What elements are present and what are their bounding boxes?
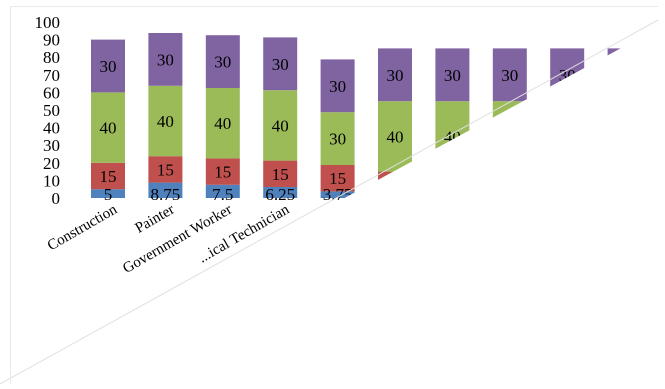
segment-label: 40 (100, 119, 117, 138)
bar-segment (91, 39, 125, 93)
bar-segment (91, 189, 125, 198)
segment-label: 40 (157, 112, 174, 131)
bar-segment (263, 37, 298, 91)
y-tick-label: 80 (43, 48, 60, 67)
bar-segment (148, 156, 183, 183)
y-tick-label: 70 (43, 66, 60, 85)
y-tick-label: 100 (35, 13, 61, 32)
y-tick-label: 10 (43, 171, 60, 190)
segment-label: 15 (329, 169, 346, 188)
bar-segment (378, 48, 412, 102)
segment-label: 30 (157, 50, 174, 69)
y-tick-label: 30 (43, 136, 60, 155)
bar-segment (148, 33, 183, 86)
category-label: Construction (45, 201, 121, 254)
segment-label: 30 (272, 55, 289, 74)
y-tick-label: 0 (52, 189, 61, 208)
segment-label: 30 (329, 77, 346, 96)
segment-label: 8.75 (151, 185, 181, 204)
segment-label: 15 (100, 167, 117, 186)
bar-segment (263, 187, 298, 198)
segment-label: 30 (444, 66, 461, 85)
segment-label: 15 (157, 160, 174, 179)
segment-label: 15 (272, 165, 289, 184)
segment-label: 7.5 (212, 185, 233, 204)
segment-label: 40 (387, 127, 404, 146)
bar-segment (492, 48, 527, 102)
y-tick-label: 20 (43, 154, 60, 173)
y-tick-label: 60 (43, 83, 60, 102)
segment-label: 30 (100, 57, 117, 76)
bar-segment (205, 184, 240, 198)
bar-segment (320, 191, 355, 198)
segment-label: 15 (214, 163, 231, 182)
bar-segment (205, 35, 240, 88)
diagonal-edge-line (0, 19, 659, 385)
bar-segment (263, 160, 298, 187)
segment-label: 6.25 (265, 185, 295, 204)
y-tick-label: 50 (43, 101, 60, 120)
bar-segment (91, 162, 125, 190)
segment-label: 30 (214, 53, 231, 72)
bar-segment (378, 101, 412, 172)
bar-segment (205, 88, 240, 159)
segment-label: 40 (214, 114, 231, 133)
segment-label: 30 (501, 66, 518, 85)
segment-label: 40 (272, 116, 289, 135)
category-label: Painter (133, 202, 178, 237)
bar-segment (320, 59, 355, 113)
bar-segment (263, 90, 298, 161)
segment-label: 30 (387, 66, 404, 85)
bar-segment (320, 165, 355, 192)
bar-segment (205, 158, 240, 185)
bar-segment (148, 85, 183, 157)
segment-label: 30 (329, 130, 346, 149)
bar-segment (148, 182, 183, 198)
bar-segment (435, 48, 470, 102)
bar-segment (320, 112, 355, 165)
y-tick-label: 90 (43, 31, 60, 50)
segment-label: 5 (104, 185, 113, 204)
bar-segment (91, 92, 125, 163)
y-tick-label: 40 (43, 119, 60, 138)
